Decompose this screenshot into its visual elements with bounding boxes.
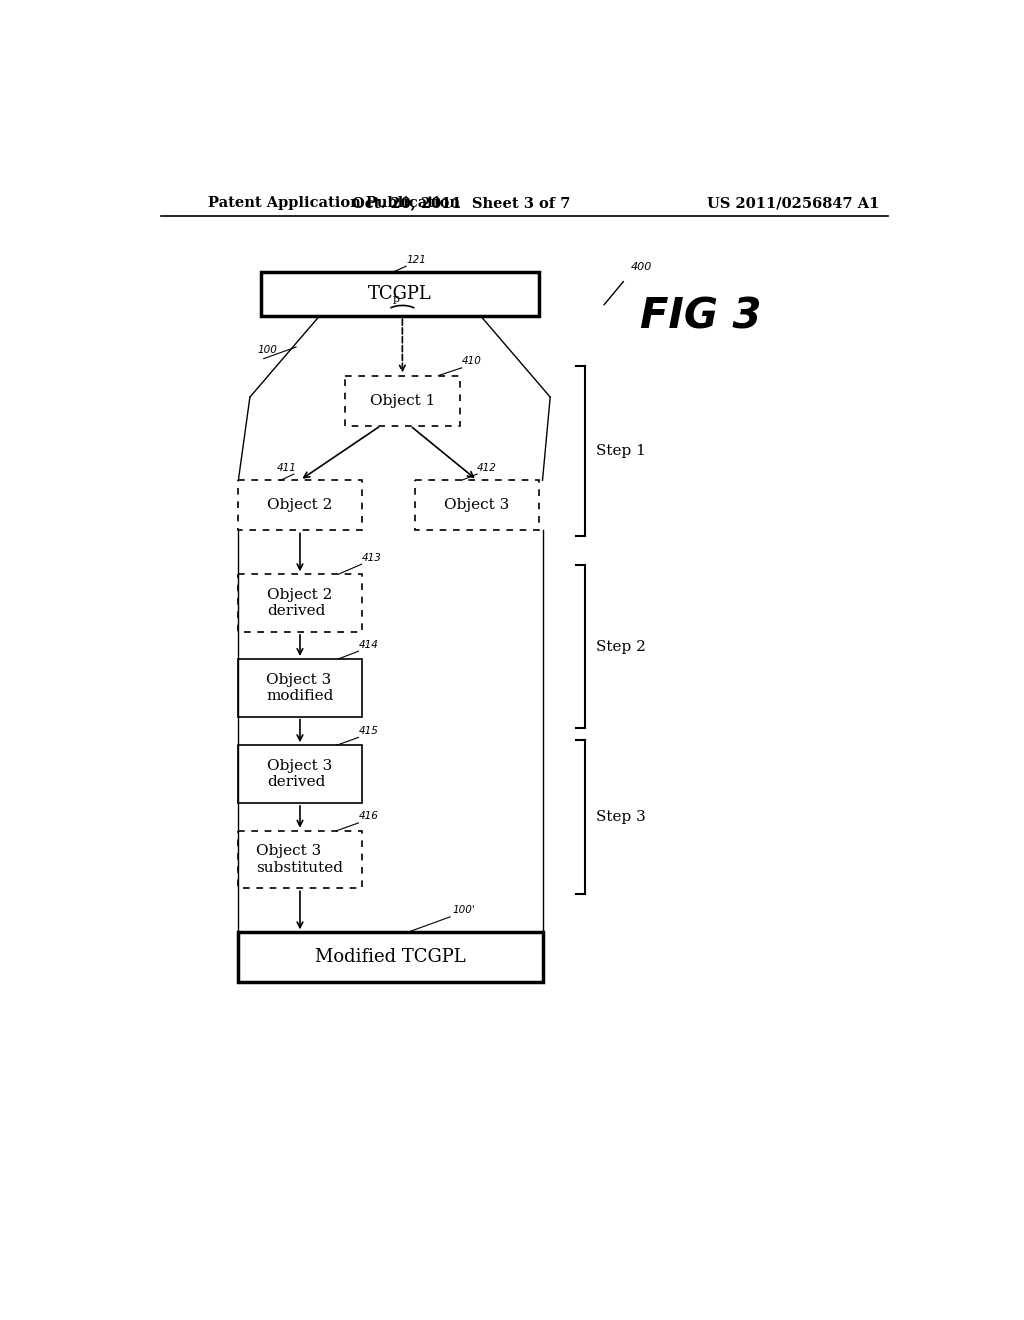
- Text: 121: 121: [407, 255, 426, 264]
- Text: Object 3
modified: Object 3 modified: [266, 673, 334, 702]
- Bar: [239, 932, 543, 982]
- Text: Object 2: Object 2: [267, 498, 333, 512]
- Text: Modified TCGPL: Modified TCGPL: [315, 948, 466, 966]
- Text: Step 1: Step 1: [596, 444, 646, 458]
- Text: FIG 3: FIG 3: [640, 296, 761, 337]
- Text: Oct. 20, 2011  Sheet 3 of 7: Oct. 20, 2011 Sheet 3 of 7: [352, 197, 570, 210]
- Text: 416: 416: [358, 812, 378, 821]
- Bar: [416, 480, 539, 531]
- Bar: [239, 480, 361, 531]
- Text: US 2011/0256847 A1: US 2011/0256847 A1: [707, 197, 879, 210]
- Text: 100': 100': [453, 906, 475, 915]
- Text: Object 3
substituted: Object 3 substituted: [256, 845, 343, 875]
- Text: Step 3: Step 3: [596, 809, 646, 824]
- Text: TCGPL: TCGPL: [369, 285, 432, 304]
- Text: 413: 413: [361, 553, 381, 562]
- Text: Object 3: Object 3: [444, 498, 510, 512]
- Bar: [239, 744, 361, 803]
- Text: Patent Application Publication: Patent Application Publication: [208, 197, 460, 210]
- Bar: [345, 376, 460, 425]
- Text: Step 2: Step 2: [596, 640, 646, 653]
- Text: 414: 414: [358, 640, 378, 649]
- Text: 400: 400: [631, 263, 652, 272]
- Text: 415: 415: [358, 726, 378, 737]
- Bar: [261, 272, 539, 317]
- Bar: [239, 830, 361, 888]
- Text: 411: 411: [276, 462, 297, 473]
- Text: 410: 410: [462, 356, 481, 367]
- Text: Object 2
derived: Object 2 derived: [267, 587, 333, 618]
- Text: Object 3
derived: Object 3 derived: [267, 759, 333, 789]
- Text: Object 1: Object 1: [370, 393, 435, 408]
- Text: p: p: [392, 293, 399, 304]
- Bar: [239, 574, 361, 632]
- Text: 412: 412: [477, 462, 497, 473]
- Text: 100: 100: [258, 345, 278, 355]
- Bar: [239, 659, 361, 717]
